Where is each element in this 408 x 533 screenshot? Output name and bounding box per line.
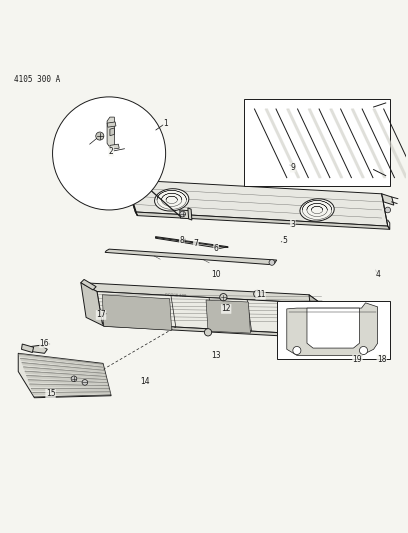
Polygon shape bbox=[330, 109, 364, 177]
Ellipse shape bbox=[155, 189, 189, 211]
Circle shape bbox=[53, 97, 166, 210]
Polygon shape bbox=[309, 295, 327, 338]
Text: 1: 1 bbox=[163, 119, 168, 127]
Polygon shape bbox=[308, 109, 343, 177]
Polygon shape bbox=[97, 292, 325, 335]
Polygon shape bbox=[188, 208, 192, 220]
Text: 4105 300 A: 4105 300 A bbox=[14, 75, 60, 84]
Circle shape bbox=[254, 290, 261, 297]
Polygon shape bbox=[20, 358, 104, 369]
Circle shape bbox=[96, 132, 104, 140]
Polygon shape bbox=[102, 295, 172, 330]
Circle shape bbox=[269, 260, 275, 265]
Polygon shape bbox=[28, 380, 108, 385]
Polygon shape bbox=[279, 302, 309, 334]
Polygon shape bbox=[125, 180, 388, 226]
Ellipse shape bbox=[300, 199, 334, 221]
Polygon shape bbox=[22, 344, 33, 352]
Polygon shape bbox=[107, 117, 114, 147]
Polygon shape bbox=[18, 353, 111, 398]
Polygon shape bbox=[287, 109, 321, 177]
Circle shape bbox=[293, 346, 301, 354]
Polygon shape bbox=[31, 389, 109, 391]
Polygon shape bbox=[180, 210, 191, 219]
Text: 8: 8 bbox=[180, 236, 184, 245]
Polygon shape bbox=[25, 372, 106, 378]
Polygon shape bbox=[135, 212, 390, 229]
Text: 4: 4 bbox=[375, 270, 380, 279]
Polygon shape bbox=[105, 249, 277, 264]
Text: 7: 7 bbox=[193, 239, 198, 248]
Polygon shape bbox=[29, 345, 47, 353]
Text: 19: 19 bbox=[353, 355, 362, 364]
Circle shape bbox=[359, 346, 368, 354]
Polygon shape bbox=[382, 194, 394, 205]
Text: 5: 5 bbox=[282, 236, 287, 245]
Text: DODGE 600: DODGE 600 bbox=[165, 293, 186, 298]
Circle shape bbox=[180, 211, 185, 217]
Polygon shape bbox=[27, 376, 107, 382]
Polygon shape bbox=[81, 282, 104, 326]
Text: 2: 2 bbox=[109, 147, 113, 156]
Polygon shape bbox=[81, 282, 321, 304]
Circle shape bbox=[204, 329, 212, 336]
Polygon shape bbox=[155, 237, 228, 248]
Polygon shape bbox=[24, 367, 105, 375]
Polygon shape bbox=[22, 362, 105, 373]
Bar bbox=[277, 301, 390, 359]
Text: 13: 13 bbox=[211, 351, 221, 360]
Polygon shape bbox=[135, 159, 151, 181]
Polygon shape bbox=[102, 323, 327, 338]
Polygon shape bbox=[307, 308, 359, 348]
Polygon shape bbox=[287, 303, 378, 356]
Polygon shape bbox=[110, 128, 114, 136]
Text: 16: 16 bbox=[40, 339, 49, 348]
Circle shape bbox=[71, 376, 77, 382]
Text: 17: 17 bbox=[96, 310, 106, 319]
Polygon shape bbox=[107, 122, 116, 127]
Text: 3: 3 bbox=[290, 220, 295, 229]
Text: 12: 12 bbox=[222, 304, 231, 313]
Polygon shape bbox=[110, 144, 119, 149]
Circle shape bbox=[82, 379, 88, 385]
Polygon shape bbox=[351, 109, 386, 177]
Circle shape bbox=[385, 207, 390, 213]
Text: 11: 11 bbox=[256, 290, 265, 299]
Polygon shape bbox=[81, 279, 96, 290]
Text: 9: 9 bbox=[290, 163, 295, 172]
Polygon shape bbox=[33, 392, 110, 394]
Polygon shape bbox=[373, 109, 407, 177]
Bar bbox=[244, 99, 390, 185]
Polygon shape bbox=[206, 300, 251, 333]
Polygon shape bbox=[125, 180, 137, 216]
Circle shape bbox=[220, 294, 227, 301]
Text: 15: 15 bbox=[46, 389, 55, 398]
Polygon shape bbox=[19, 354, 103, 366]
Polygon shape bbox=[265, 109, 299, 177]
Text: 6: 6 bbox=[214, 244, 219, 253]
Text: 18: 18 bbox=[377, 355, 386, 364]
Polygon shape bbox=[30, 384, 109, 387]
Text: 14: 14 bbox=[141, 377, 150, 386]
Text: 10: 10 bbox=[211, 270, 221, 279]
